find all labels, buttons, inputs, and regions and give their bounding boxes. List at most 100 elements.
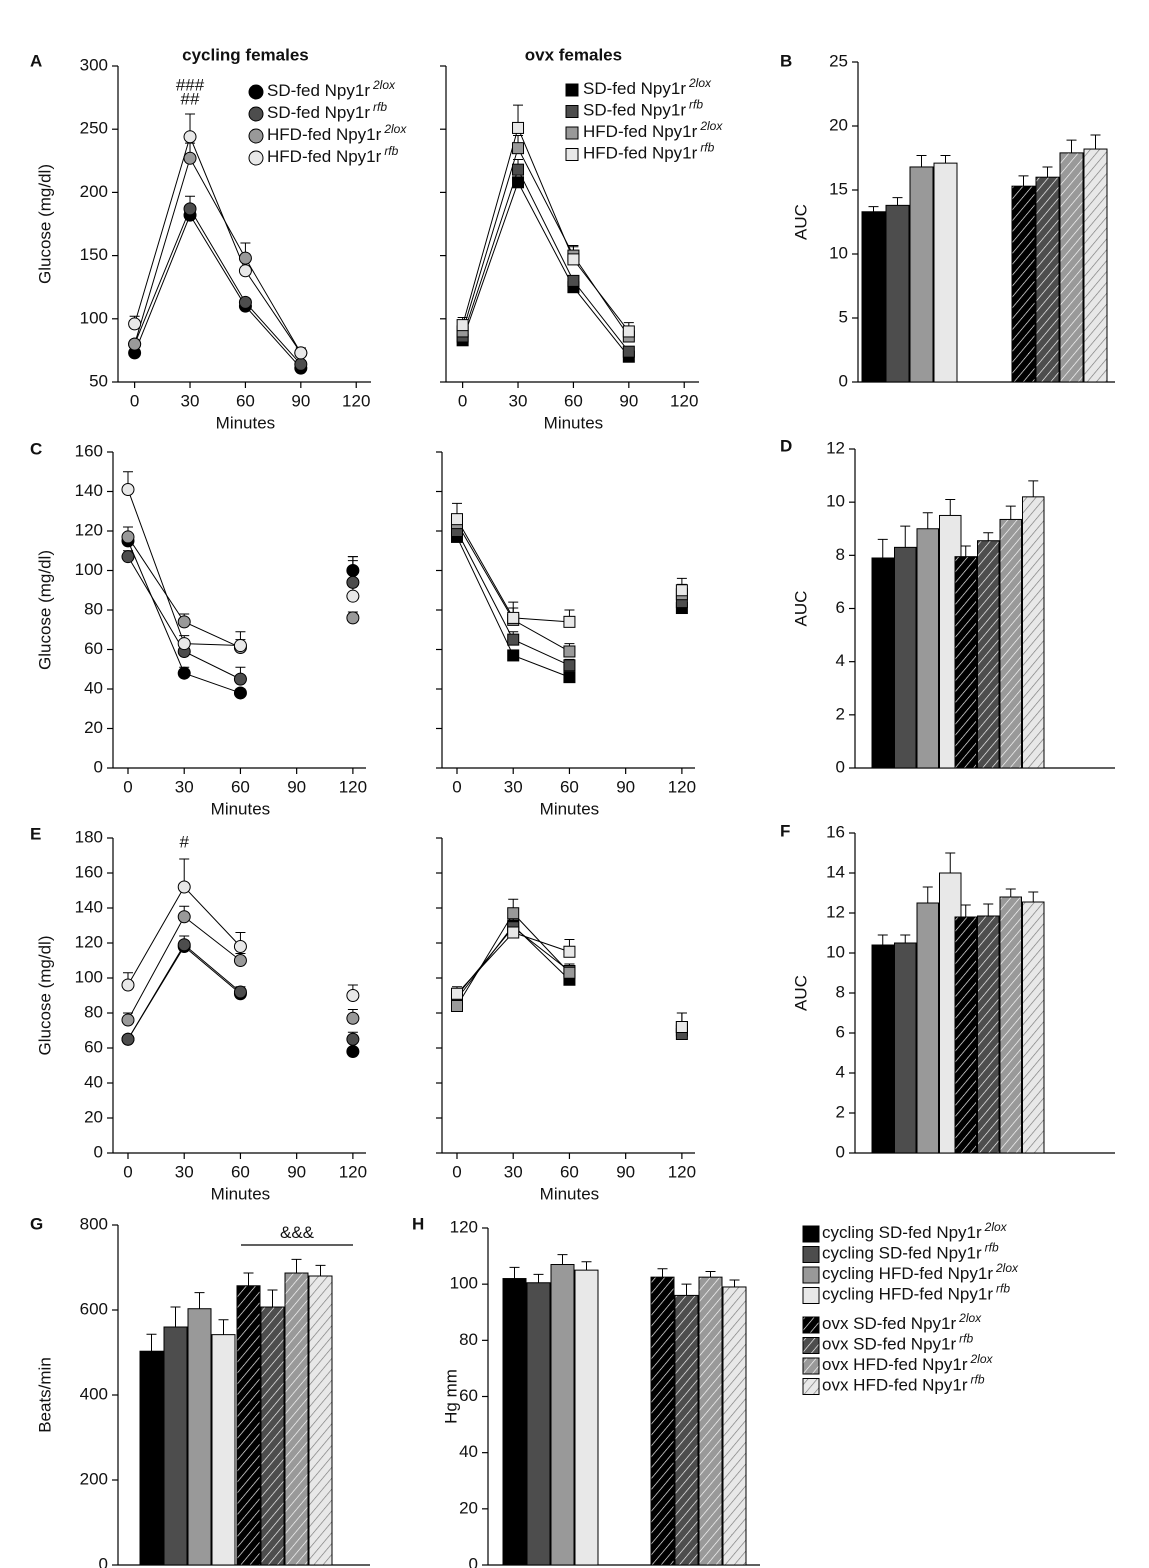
y-axis-label: Beats/min — [35, 1357, 54, 1433]
bar — [1035, 176, 1060, 383]
legend-name: SD-fed Npy1r — [583, 101, 686, 120]
legend-swatch — [802, 1225, 820, 1243]
marker — [177, 666, 191, 680]
y-tick-label: 80 — [84, 1002, 103, 1021]
y-tick-label: 120 — [75, 520, 103, 539]
y-tick-label: 4 — [836, 1062, 845, 1081]
x-axis-label: Minutes — [540, 1184, 600, 1203]
error-bar — [705, 1271, 716, 1278]
marker — [346, 989, 360, 1002]
y-tick-label: 140 — [75, 897, 103, 916]
y-tick-label: 0 — [836, 757, 845, 776]
panel-title: ovx females — [525, 45, 622, 64]
x-axis-label: Minutes — [211, 799, 271, 818]
x-tick-label: 30 — [504, 777, 523, 796]
y-tick-label: 60 — [84, 1037, 103, 1056]
series-line — [462, 168, 630, 352]
y-tick-label: 0 — [469, 1554, 478, 1568]
x-tick-label: 30 — [175, 777, 194, 796]
marker — [177, 615, 191, 629]
marker — [233, 940, 247, 953]
y-tick-label: 0 — [99, 1554, 108, 1568]
x-tick-label: 90 — [616, 1162, 635, 1181]
marker — [233, 954, 247, 967]
panel-letter: B — [780, 51, 792, 70]
marker — [294, 346, 308, 360]
y-tick-label: 40 — [84, 678, 103, 697]
legend-name: HFD-fed Npy1r — [583, 144, 698, 163]
x-tick-label: 90 — [287, 1162, 306, 1181]
bar — [871, 557, 894, 769]
error-bar — [170, 1306, 181, 1327]
series-line — [128, 537, 353, 648]
marker — [233, 672, 247, 686]
x-tick-label: 30 — [181, 391, 200, 410]
y-tick-label: 12 — [826, 902, 845, 921]
legend-sup: 2lox — [995, 1261, 1019, 1275]
legend-name: SD-fed Npy1r — [267, 103, 370, 122]
legend-sup: rfb — [985, 1241, 999, 1255]
legend-label: cycling HFD-fed Npy1r 2lox — [822, 1261, 1019, 1283]
y-axis-label: Glucose (mg/dl) — [35, 936, 54, 1056]
legend-sup: 2lox — [969, 1352, 993, 1366]
legend-marker — [565, 148, 579, 161]
marker — [346, 1032, 360, 1046]
bar — [574, 1269, 599, 1566]
y-tick-label: 160 — [75, 441, 103, 460]
legend-name: HFD-fed Npy1r — [583, 122, 698, 141]
marker — [567, 274, 580, 287]
x-tick-label: 60 — [231, 1162, 250, 1181]
legend-label: cycling SD-fed Npy1r rfb — [822, 1241, 999, 1263]
error-bar — [900, 525, 911, 548]
y-tick-label: 0 — [836, 1142, 845, 1161]
marker — [233, 985, 247, 999]
legend-label: SD-fed Npy1r rfb — [583, 98, 703, 120]
legend-label: SD-fed Npy1r 2lox — [583, 76, 712, 98]
y-axis-label: AUC — [791, 591, 810, 627]
legend-label: ovx SD-fed Npy1r rfb — [822, 1332, 974, 1354]
error-bar — [960, 904, 971, 917]
y-tick-label: 60 — [459, 1386, 478, 1405]
bar — [871, 944, 894, 1154]
x-tick-label: 90 — [616, 777, 635, 796]
marker — [238, 295, 252, 309]
error-bar — [218, 1319, 229, 1335]
legend-name: cycling HFD-fed Npy1r — [822, 1264, 993, 1283]
marker — [128, 337, 142, 351]
panel-letter: D — [780, 436, 792, 455]
marker — [622, 345, 635, 358]
legend-sup: rfb — [689, 98, 703, 112]
error-bar — [729, 1279, 740, 1287]
marker — [121, 550, 135, 564]
series-line — [128, 557, 353, 679]
legend-sup: rfb — [996, 1282, 1010, 1296]
error-bar — [509, 1266, 520, 1279]
y-axis-label: Hg mm — [441, 1369, 460, 1424]
y-axis-label: AUC — [791, 204, 810, 240]
error-bar — [1042, 166, 1053, 178]
error-bar — [922, 512, 933, 529]
error-bar — [194, 1292, 205, 1309]
x-tick-label: 120 — [668, 777, 696, 796]
y-axis-label: Glucose (mg/dl) — [35, 550, 54, 670]
y-tick-label: 16 — [826, 822, 845, 841]
legend-sup: 2lox — [984, 1220, 1008, 1234]
y-tick-label: 2 — [836, 704, 845, 723]
legend-label: ovx HFD-fed Npy1r rfb — [822, 1373, 985, 1395]
error-bar — [945, 499, 956, 516]
marker — [183, 130, 197, 144]
x-tick-label: 0 — [452, 1162, 461, 1181]
x-tick-label: 60 — [564, 391, 583, 410]
y-tick-label: 100 — [75, 560, 103, 579]
legend-name: ovx HFD-fed Npy1r — [822, 1376, 968, 1395]
legend-label: HFD-fed Npy1r 2lox — [583, 119, 723, 141]
marker — [233, 686, 247, 700]
bar — [236, 1285, 261, 1566]
x-tick-label: 0 — [452, 777, 461, 796]
legend-sup: 2lox — [372, 78, 396, 92]
legend-name: HFD-fed Npy1r — [267, 125, 382, 144]
series-line — [134, 135, 302, 354]
y-tick-label: 6 — [836, 1022, 845, 1041]
bar — [211, 1334, 236, 1566]
bar — [954, 916, 977, 1154]
